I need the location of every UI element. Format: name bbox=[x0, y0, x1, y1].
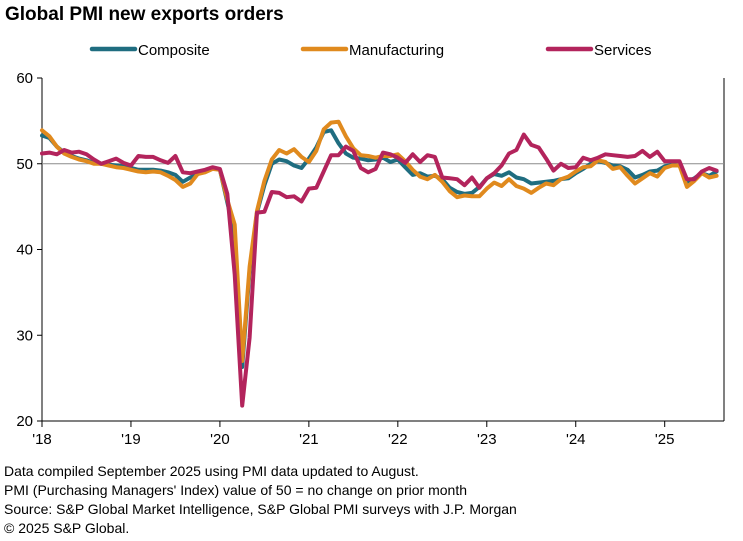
x-tick-label: '25 bbox=[655, 431, 675, 448]
x-tick-label: '22 bbox=[388, 431, 408, 448]
y-tick-label: 60 bbox=[16, 70, 33, 87]
y-tick-label: 20 bbox=[16, 413, 33, 430]
line-chart: Composite Manufacturing Services 60 50 40 30 2… bbox=[16, 42, 725, 448]
y-tick-label: 30 bbox=[16, 327, 33, 344]
legend-label-manufacturing: Manufacturing bbox=[349, 42, 444, 59]
footnotes: Data compiled September 2025 using PMI d… bbox=[4, 462, 517, 538]
chart-title: Global PMI new exports orders bbox=[5, 4, 284, 25]
x-tick-label: '18 bbox=[32, 431, 52, 448]
series-line-composite bbox=[40, 128, 719, 369]
x-tick-label: '23 bbox=[477, 431, 497, 448]
series-line-services bbox=[40, 132, 719, 408]
y-tick-label: 40 bbox=[16, 242, 33, 259]
chart-legend: Composite Manufacturing Services bbox=[89, 42, 652, 59]
footnote-pmi-definition: PMI (Purchasing Managers' Index) value o… bbox=[4, 482, 467, 498]
y-tick-label: 50 bbox=[16, 156, 33, 173]
footnote-data-compiled: Data compiled September 2025 using PMI d… bbox=[4, 463, 419, 479]
footnote-copyright: © 2025 S&P Global. bbox=[4, 520, 130, 536]
chart-axes: 60 50 40 30 20'18 '19 '20 '21 '22 '23 '24 '25 bbox=[16, 70, 725, 448]
x-tick-label: '19 bbox=[121, 431, 141, 448]
chart-series bbox=[40, 119, 719, 408]
x-tick-label: '21 bbox=[299, 431, 319, 448]
x-tick-label: '24 bbox=[566, 431, 586, 448]
legend-label-composite: Composite bbox=[138, 42, 210, 59]
legend-label-services: Services bbox=[594, 42, 652, 59]
footnote-source: Source: S&P Global Market Intelligence, … bbox=[4, 501, 517, 517]
x-tick-label: '20 bbox=[210, 431, 230, 448]
